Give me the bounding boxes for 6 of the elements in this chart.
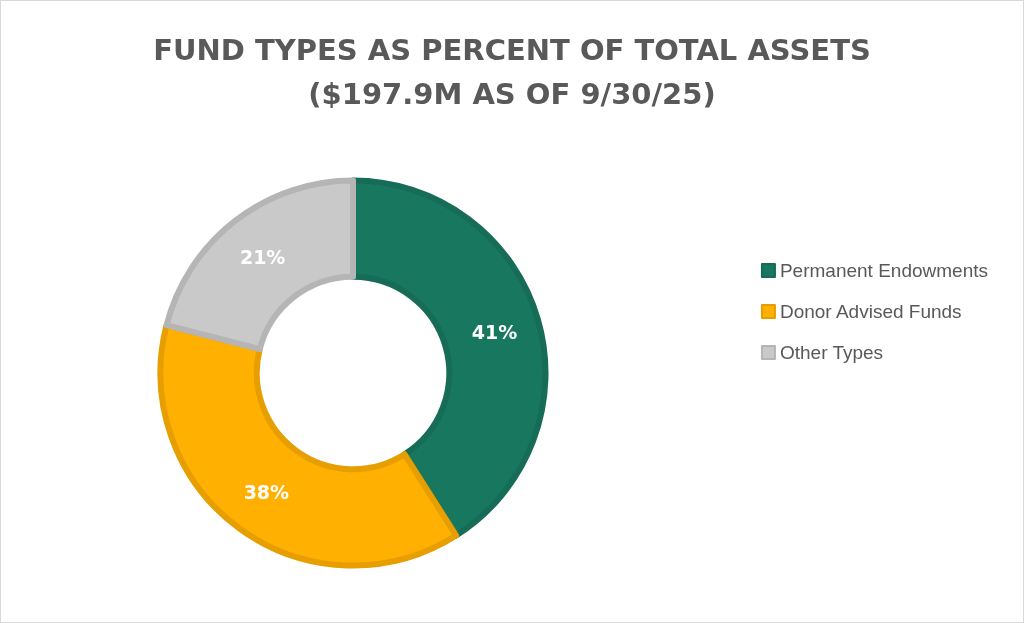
data-label: 41% <box>471 320 518 343</box>
data-label: 38% <box>243 481 290 504</box>
legend-label: Other Types <box>779 342 884 363</box>
legend-label: Permanent Endowments <box>779 260 989 281</box>
legend-label: Donor Advised Funds <box>779 301 962 322</box>
chart-title: FUND TYPES AS PERCENT OF TOTAL ASSETS ($197.9M AS OF 9/30/25) <box>153 33 871 111</box>
